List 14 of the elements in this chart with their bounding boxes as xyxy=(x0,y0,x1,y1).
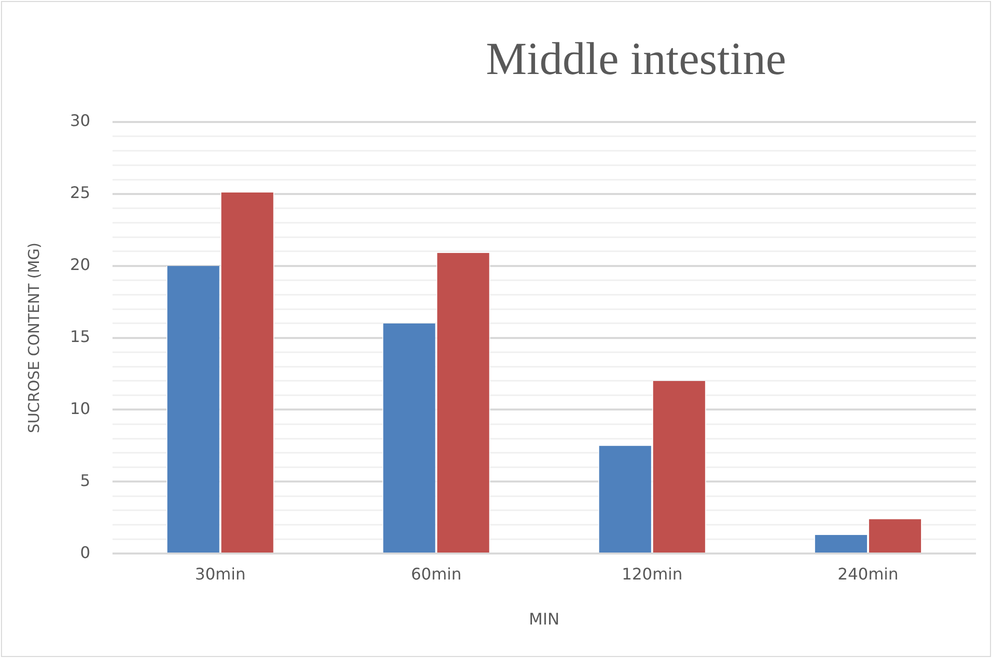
y-tick-label: 25 xyxy=(70,183,90,202)
y-tick-label: 15 xyxy=(70,326,90,346)
x-axis-title: MIN xyxy=(528,610,560,629)
y-tick-label: 5 xyxy=(80,470,90,490)
x-tick-label: 240min xyxy=(838,564,898,584)
y-tick-label: 0 xyxy=(80,542,90,562)
y-tick-label: 10 xyxy=(70,398,90,418)
y-axis-title: SUCROSE CONTENT (MG) xyxy=(24,242,43,434)
y-tick-label: 30 xyxy=(70,111,90,130)
y-tick-label: 20 xyxy=(70,255,90,274)
x-tick-label: 60min xyxy=(410,564,462,584)
chart-title: Middle intestine xyxy=(484,32,788,85)
x-tick-label: 120min xyxy=(622,564,682,584)
x-tick-label: 30min xyxy=(195,564,246,584)
